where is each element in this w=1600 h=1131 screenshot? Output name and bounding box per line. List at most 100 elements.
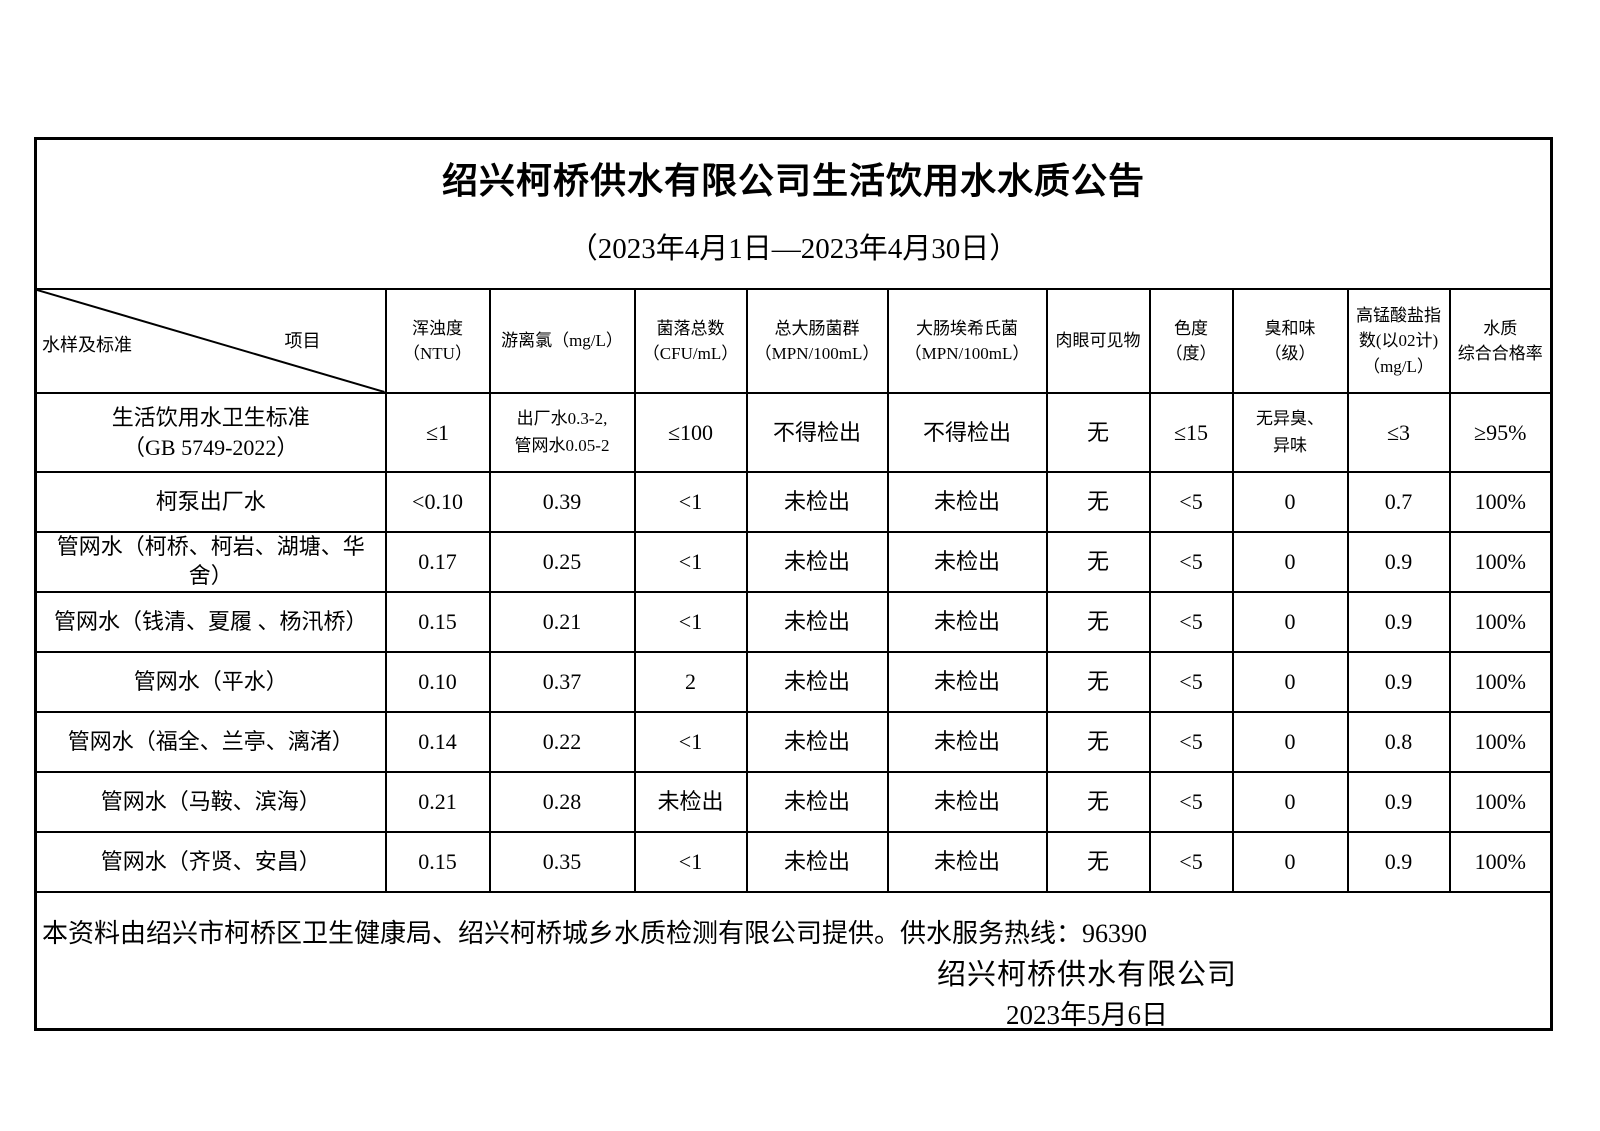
column-header: 色度 （度）: [1148, 288, 1234, 394]
table-cell: 0.25: [488, 531, 636, 593]
table-cell: 未检出: [886, 771, 1048, 833]
corner-label-items: 项目: [284, 331, 321, 351]
column-header: 高锰酸盐指 数(以02计) （mg/L）: [1346, 288, 1451, 394]
table-cell: 0.21: [384, 771, 491, 833]
table-cell: 无: [1045, 591, 1151, 653]
row-label: 管网水（福全、兰亭、漓渚）: [34, 711, 387, 773]
table-cell: 未检出: [886, 651, 1048, 713]
table-cell: 0.15: [384, 831, 491, 893]
table-cell: <5: [1148, 531, 1234, 593]
row-label: 生活饮用水卫生标准 （GB 5749-2022）: [34, 392, 387, 473]
report-sheet: 绍兴柯桥供水有限公司生活饮用水水质公告 （2023年4月1日—2023年4月30…: [34, 137, 1553, 1031]
table-cell: 未检出: [745, 651, 889, 713]
table-cell: ≤3: [1346, 392, 1451, 473]
table-cell: 100%: [1448, 771, 1553, 833]
table-cell: 未检出: [886, 711, 1048, 773]
table-cell: 0.14: [384, 711, 491, 773]
table-cell: 0.7: [1346, 471, 1451, 533]
table-row: 管网水（平水） 0.10 0.37 2 未检出 未检出无 <5 0 0.9 100%: [34, 651, 1553, 713]
table-row: 管网水（福全、兰亭、漓渚） 0.14 0.22 <1 未检出 未检出无 <5 0 0.8 100%: [34, 711, 1553, 773]
table-cell: 0: [1231, 711, 1349, 773]
source-note: 本资料由绍兴市柯桥区卫生健康局、绍兴柯桥城乡水质检测有限公司提供。供水服务热线：…: [42, 919, 1148, 948]
table-cell: 0: [1231, 531, 1349, 593]
table-cell: 2: [633, 651, 748, 713]
table-cell: ≤1: [384, 392, 491, 473]
table-cell: 未检出: [745, 711, 889, 773]
date-range: （2023年4月1日—2023年4月30日）: [568, 233, 1019, 265]
table-row: 管网水（马鞍、滨海） 0.21 0.28 未检出 未检出 未检出无 <5 0 0.9 100%: [34, 771, 1553, 833]
row-label: 管网水（马鞍、滨海）: [34, 771, 387, 833]
row-label: 管网水（齐贤、安昌）: [34, 831, 387, 893]
table-cell: 无: [1045, 471, 1151, 533]
table-cell: 未检出: [886, 591, 1048, 653]
table-cell: <5: [1148, 831, 1234, 893]
corner-header-cell: 水样及标准 项目: [34, 288, 387, 394]
row-label: 管网水（平水）: [34, 651, 387, 713]
table-cell: 出厂水0.3-2, 管网水0.05-2: [488, 392, 636, 473]
table-row: 柯泵出厂水 <0.10 0.39 <1 未检出 未检出无 <5 0 0.7 100%: [34, 471, 1553, 533]
diagonal-divider-icon: [37, 290, 385, 392]
column-header: 浑浊度 （NTU）: [384, 288, 491, 394]
table-cell: 100%: [1448, 471, 1553, 533]
table-cell: <5: [1148, 771, 1234, 833]
table-row: 管网水（柯桥、柯岩、湖塘、华 舍） 0.17 0.25 <1 未检出 未检出无 <5 0 0.9…: [34, 531, 1553, 593]
table-cell: 未检出: [745, 471, 889, 533]
table-cell: <1: [633, 831, 748, 893]
table-cell: ≤15: [1148, 392, 1234, 473]
table-cell: 未检出: [745, 771, 889, 833]
corner-label-samples: 水样及标准: [42, 335, 132, 355]
row-label: 管网水（柯桥、柯岩、湖塘、华 舍）: [34, 531, 387, 593]
table-cell: 0.28: [488, 771, 636, 833]
table-cell: 0.10: [384, 651, 491, 713]
title-cell: 绍兴柯桥供水有限公司生活饮用水水质公告 （2023年4月1日—2023年4月30…: [34, 137, 1553, 290]
table-cell: <1: [633, 711, 748, 773]
table-cell: 100%: [1448, 591, 1553, 653]
table-cell: <0.10: [384, 471, 491, 533]
table-cell: ≥95%: [1448, 392, 1553, 473]
water-quality-table: 绍兴柯桥供水有限公司生活饮用水水质公告 （2023年4月1日—2023年4月30…: [34, 137, 1553, 1031]
table-cell: <1: [633, 531, 748, 593]
footer-cell: 本资料由绍兴市柯桥区卫生健康局、绍兴柯桥城乡水质检测有限公司提供。供水服务热线：…: [34, 891, 1553, 1031]
table-cell: 未检出: [745, 531, 889, 593]
table-cell: 100%: [1448, 531, 1553, 593]
row-label: 柯泵出厂水: [34, 471, 387, 533]
table-cell: 0.9: [1346, 531, 1451, 593]
column-header: 大肠埃希氏菌 （MPN/100mL）: [886, 288, 1048, 394]
table-cell: 0.17: [384, 531, 491, 593]
table-cell: <5: [1148, 471, 1234, 533]
table-cell: 未检出: [886, 531, 1048, 593]
table-row: 管网水（齐贤、安昌） 0.15 0.35 <1 未检出 未检出无 <5 0 0.9 100%: [34, 831, 1553, 893]
table-cell: 无: [1045, 392, 1151, 473]
table-cell: ≤100: [633, 392, 748, 473]
table-cell: 未检出: [886, 471, 1048, 533]
table-cell: 0.21: [488, 591, 636, 653]
table-cell: 无: [1045, 711, 1151, 773]
column-header: 菌落总数 （CFU/mL）: [633, 288, 748, 394]
table-cell: <1: [633, 471, 748, 533]
column-header: 水质 综合合格率: [1448, 288, 1553, 394]
table-cell: 0.35: [488, 831, 636, 893]
page-title: 绍兴柯桥供水有限公司生活饮用水水质公告: [441, 161, 1145, 201]
table-cell: 0.9: [1346, 771, 1451, 833]
table-cell: 无: [1045, 531, 1151, 593]
table-cell: 未检出: [886, 831, 1048, 893]
table-cell: 0.37: [488, 651, 636, 713]
table-cell: 0: [1231, 471, 1349, 533]
column-header: 总大肠菌群 （MPN/100mL）: [745, 288, 889, 394]
table-cell: 0.15: [384, 591, 491, 653]
table-cell: 未检出: [633, 771, 748, 833]
table-cell: 无异臭、 异味: [1231, 392, 1349, 473]
row-label: 管网水（钱清、夏履 、杨汛桥）: [34, 591, 387, 653]
table-cell: 无: [1045, 831, 1151, 893]
header-row: 水样及标准 项目 浑浊度 （NTU） 游离氯（mg/L） 菌落总数 （CFU/mL）…: [34, 288, 1553, 394]
footer-row: 本资料由绍兴市柯桥区卫生健康局、绍兴柯桥城乡水质检测有限公司提供。供水服务热线：…: [34, 891, 1553, 1031]
table-cell: 无: [1045, 651, 1151, 713]
table-cell: 100%: [1448, 711, 1553, 773]
signature-company: 绍兴柯桥供水有限公司: [937, 959, 1238, 991]
title-row: 绍兴柯桥供水有限公司生活饮用水水质公告 （2023年4月1日—2023年4月30…: [34, 137, 1553, 290]
table-cell: 0: [1231, 651, 1349, 713]
table-cell: <5: [1148, 711, 1234, 773]
signature-date: 2023年5月6日: [1006, 1000, 1168, 1030]
table-cell: 0.39: [488, 471, 636, 533]
